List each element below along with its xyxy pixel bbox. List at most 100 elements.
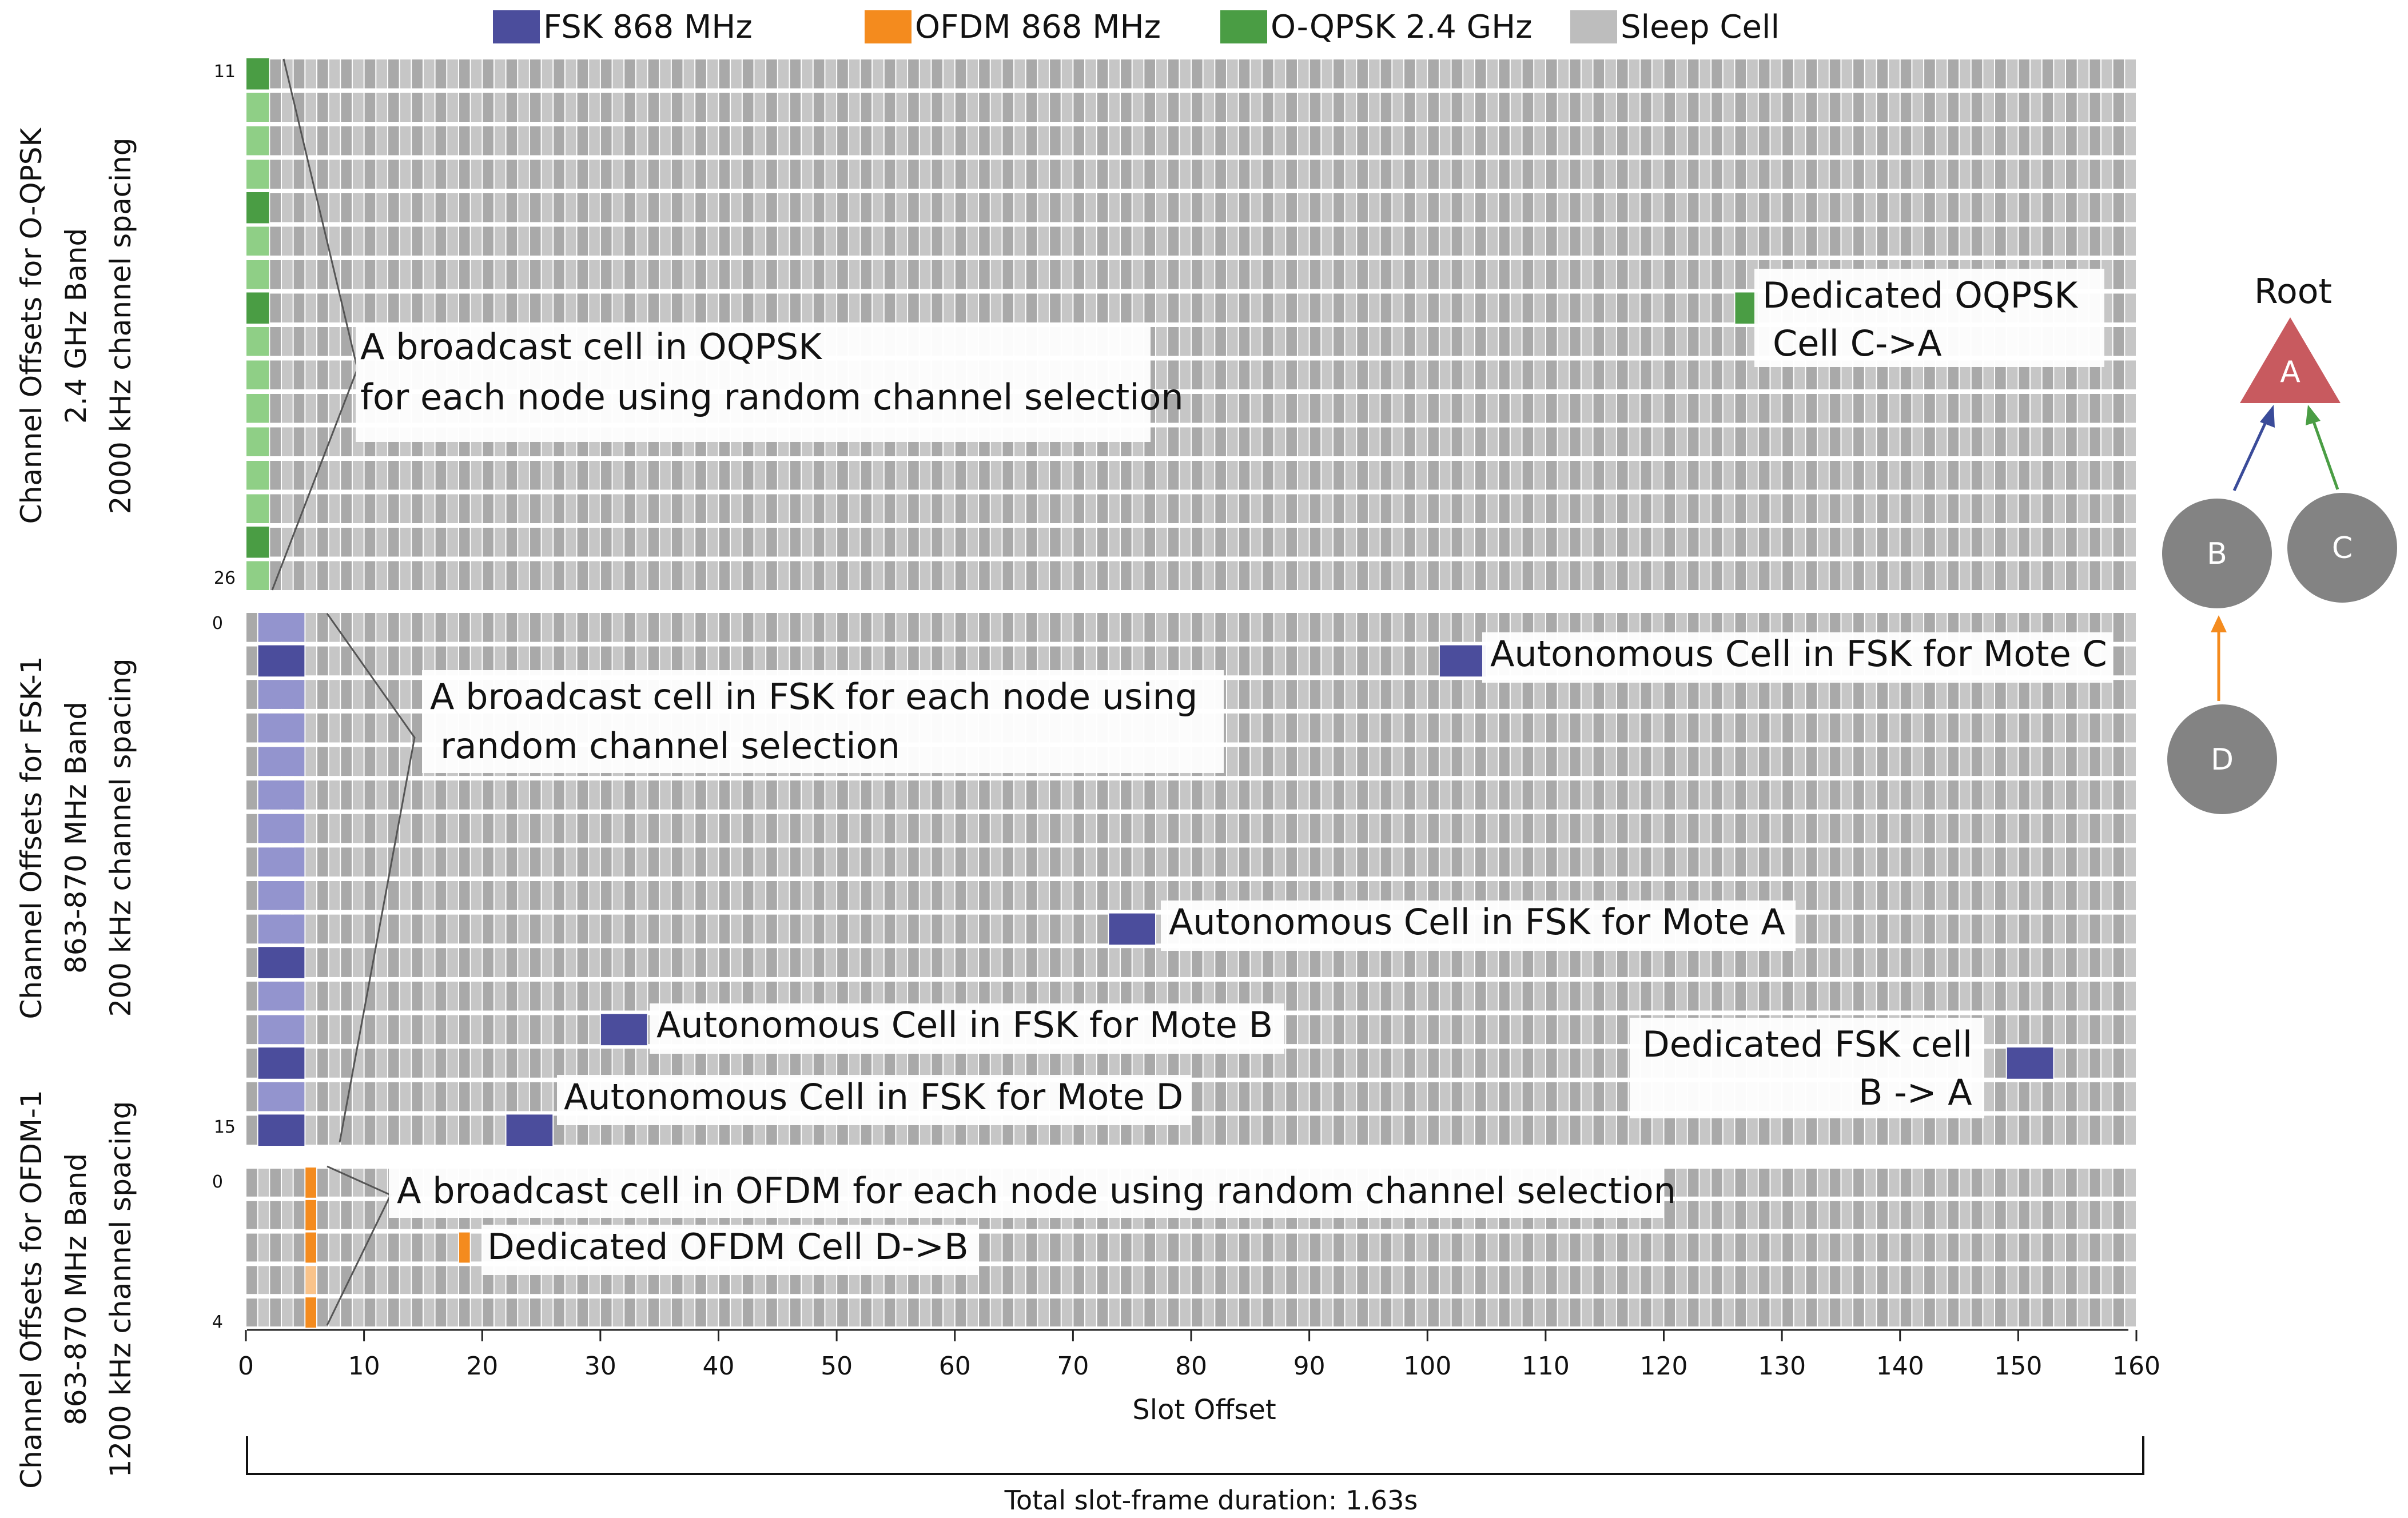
sleep-cell [1829, 461, 1841, 490]
sleep-cell [1900, 528, 1912, 557]
sleep-cell [695, 847, 706, 877]
sleep-cell [1097, 561, 1108, 590]
sleep-cell [1333, 59, 1344, 89]
sleep-cell [341, 126, 352, 156]
sleep-cell [1806, 59, 1817, 89]
sleep-cell [648, 260, 659, 289]
sleep-cell [908, 461, 919, 490]
sleep-cell [837, 881, 848, 910]
sleep-cell [1416, 747, 1427, 776]
sleep-cell [731, 293, 742, 322]
sleep-cell [1002, 461, 1014, 490]
sleep-cell [494, 881, 506, 910]
sleep-cell [518, 1015, 529, 1045]
sleep-cell [388, 226, 399, 256]
sleep-cell [1912, 948, 1924, 977]
sleep-cell [1971, 226, 1983, 256]
sleep-cell [1499, 747, 1510, 776]
sleep-cell [2007, 780, 2018, 810]
sleep-cell [1168, 126, 1179, 156]
sleep-cell [1286, 160, 1297, 189]
sleep-cell [1853, 126, 1864, 156]
sleep-cell [2054, 494, 2065, 523]
sleep-cell [1286, 494, 1297, 523]
sleep-cell [1061, 93, 1073, 122]
sleep-cell [341, 981, 352, 1011]
sleep-cell [1629, 747, 1640, 776]
sleep-cell [624, 193, 635, 222]
sleep-cell [1687, 461, 1699, 490]
sleep-cell [671, 494, 683, 523]
sleep-cell [1758, 680, 1770, 709]
sleep-cell [1581, 1015, 1593, 1045]
sleep-cell [1924, 226, 1935, 256]
sleep-cell [1286, 780, 1297, 810]
sleep-cell [305, 847, 316, 877]
sleep-cell [683, 981, 695, 1011]
sleep-cell [494, 646, 506, 676]
sleep-cell [1286, 327, 1297, 356]
sleep-cell [660, 126, 671, 156]
sleep-cell [873, 914, 883, 944]
sleep-cell [1593, 327, 1605, 356]
sleep-cell [1380, 427, 1392, 456]
sleep-cell [305, 461, 316, 490]
sleep-cell [2113, 260, 2124, 289]
sleep-cell [483, 814, 493, 843]
sleep-cell [1510, 1049, 1522, 1078]
sleep-cell [2077, 680, 2089, 709]
sleep-cell [1712, 713, 1722, 743]
sleep-cell [1829, 847, 1841, 877]
sleep-cell [1641, 680, 1651, 709]
sleep-cell [2113, 160, 2124, 189]
sleep-cell [754, 561, 766, 590]
sleep-cell [1380, 747, 1392, 776]
sleep-cell [1014, 981, 1025, 1011]
sleep-cell [1841, 881, 1853, 910]
sleep-cell [1239, 747, 1250, 776]
sleep-cell [1510, 461, 1522, 490]
sleep-cell [341, 948, 352, 977]
sleep-cell [1735, 260, 1746, 289]
sleep-cell [589, 461, 600, 490]
sleep-cell [896, 193, 908, 222]
sleep-cell [1038, 914, 1049, 944]
sleep-cell [412, 814, 423, 843]
sleep-cell [1570, 327, 1581, 356]
sleep-cell [754, 1049, 766, 1078]
sleep-cell [1014, 260, 1025, 289]
sleep-cell [671, 59, 683, 89]
sleep-cell [577, 814, 588, 843]
sleep-cell [967, 59, 978, 89]
sleep-cell [1392, 461, 1403, 490]
sleep-cell [1900, 713, 1912, 743]
sleep-cell [1428, 360, 1439, 389]
sleep-cell [1770, 160, 1782, 189]
sleep-cell [1156, 814, 1167, 843]
sleep-cell [1570, 747, 1581, 776]
sleep-cell [1215, 561, 1226, 590]
sleep-cell [518, 528, 529, 557]
sleep-cell [341, 59, 352, 89]
sleep-cell [1050, 646, 1061, 676]
sleep-cell [1782, 226, 1793, 256]
sleep-cell [376, 193, 387, 222]
sleep-cell [565, 93, 576, 122]
sleep-cell [790, 126, 801, 156]
sleep-cell [790, 561, 801, 590]
sleep-cell [1534, 1082, 1545, 1111]
sleep-cell [1274, 1082, 1285, 1111]
sleep-cell [1428, 394, 1439, 423]
sleep-cell [648, 160, 659, 189]
sleep-cell [778, 814, 789, 843]
sleep-cell [1912, 461, 1924, 490]
sleep-cell [1357, 394, 1368, 423]
sleep-cell [1652, 528, 1663, 557]
sleep-cell [955, 126, 966, 156]
sleep-cell [944, 126, 954, 156]
sleep-cell [1262, 59, 1273, 89]
sleep-cell [1061, 59, 1073, 89]
sleep-cell [2054, 427, 2065, 456]
sleep-cell [1853, 59, 1864, 89]
sleep-cell [1322, 126, 1332, 156]
